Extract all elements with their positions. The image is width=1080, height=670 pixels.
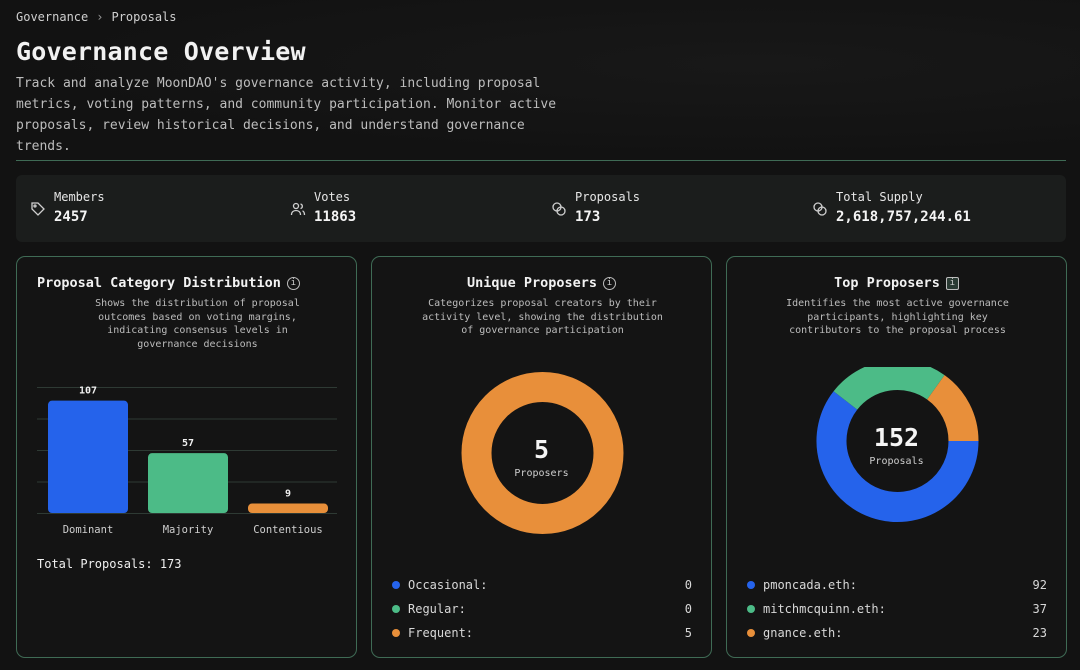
card-title-text: Unique Proposers (466, 275, 598, 291)
stat-proposals: Proposals 173 (551, 189, 640, 227)
top-proposers-donut: 152 Proposals (727, 360, 1066, 557)
donut-center: 152 Proposals (727, 423, 1066, 467)
stat-label: Proposals (575, 190, 641, 204)
legend-item: Occasional: 0 (392, 573, 692, 597)
donut-center-label: Proposers (514, 468, 569, 479)
info-icon[interactable]: i (945, 276, 959, 290)
legend-value: 37 (1032, 602, 1047, 616)
stat-members: Members 2457 (30, 189, 105, 227)
legend-label: Regular: (408, 602, 466, 616)
card-title-text: Proposal Category Distribution (37, 275, 281, 291)
legend-dot-icon (392, 629, 400, 637)
bar-majority (148, 453, 228, 513)
legend-dot-icon (747, 605, 755, 613)
legend-dot-icon (392, 605, 400, 613)
donut-center-label: Proposals (869, 456, 924, 467)
category-label: Dominant (63, 524, 114, 536)
stat-total-supply: Total Supply 2,618,757,244.61 (812, 189, 971, 227)
legend-value: 0 (684, 602, 692, 616)
top-proposers-card: Top Proposers i Identifies the most acti… (726, 256, 1067, 658)
coins-icon (813, 202, 827, 216)
legend-item: mitchmcquinn.eth: 37 (747, 597, 1047, 621)
tag-icon (31, 202, 45, 216)
users-icon (290, 202, 306, 216)
legend-dot-icon (747, 629, 755, 637)
donut-chart (816, 360, 979, 522)
card-title: Top Proposers i (727, 275, 1066, 291)
legend-dot-icon (392, 581, 400, 589)
legend-value: 92 (1032, 578, 1047, 592)
card-description: Shows the distribution of proposal outco… (95, 298, 300, 350)
breadcrumb: Governance › Proposals (16, 10, 177, 24)
slice-pmoncada-eth (816, 391, 979, 522)
legend-item: Frequent: 5 (392, 621, 692, 645)
info-icon[interactable]: i (603, 276, 617, 290)
card-title: Proposal Category Distribution i (37, 275, 300, 291)
stat-value: 173 (575, 209, 601, 225)
bar-contentious (248, 503, 328, 513)
stat-votes: Votes 11863 (290, 189, 356, 227)
coins-icon (552, 202, 566, 216)
category-label: Contentious (253, 524, 323, 536)
card-title-text: Top Proposers (834, 275, 940, 291)
slice-frequent (461, 372, 624, 534)
card-description: Identifies the most active governance pa… (786, 298, 1009, 336)
stat-value: 2,618,757,244.61 (836, 209, 971, 225)
stat-label: Total Supply (836, 190, 923, 204)
donut-center: 5 Proposers (372, 435, 711, 479)
stat-value: 11863 (314, 209, 357, 225)
card-description: Categorizes proposal creators by their a… (422, 298, 663, 336)
chevron-right-icon: › (96, 10, 104, 24)
data-label: 9 (285, 489, 291, 500)
donut-center-value: 5 (533, 435, 550, 464)
data-label: 107 (79, 386, 97, 397)
unique-proposers-donut: 5 Proposers (372, 367, 711, 557)
stat-label: Votes (314, 190, 351, 204)
bar-dominant (48, 400, 128, 513)
legend-label: pmoncada.eth: (763, 578, 857, 592)
slice-mitchmcquinn-eth (833, 360, 945, 411)
data-label: 57 (182, 438, 194, 449)
slice-gnance-eth (926, 375, 979, 442)
legend: Occasional: 0 Regular: 0 Frequent: 5 (392, 573, 692, 645)
category-bar-chart: 107 Dominant 57 Majority 9 Contentious (37, 386, 337, 536)
stat-value: 2457 (54, 209, 88, 225)
legend-item: pmoncada.eth: 92 (747, 573, 1047, 597)
page-description: Track and analyze MoonDAO's governance a… (16, 76, 557, 154)
legend-label: Frequent: (408, 626, 474, 640)
unique-proposers-card: Unique Proposers i Categorizes proposal … (371, 256, 712, 658)
legend-value: 0 (684, 578, 692, 592)
legend-label: mitchmcquinn.eth: (763, 602, 886, 616)
stat-label: Members (54, 190, 105, 204)
legend-item: gnance.eth: 23 (747, 621, 1047, 645)
total-proposals: Total Proposals: 173 (37, 557, 182, 571)
category-distribution-card: Proposal Category Distribution i Shows t… (16, 256, 357, 658)
donut-center-value: 152 (873, 423, 920, 452)
legend-label: gnance.eth: (763, 626, 843, 640)
legend: pmoncada.eth: 92 mitchmcquinn.eth: 37 gn… (747, 573, 1047, 645)
legend-value: 5 (684, 626, 692, 640)
legend-label: Occasional: (408, 578, 488, 592)
header-divider (16, 160, 1066, 161)
breadcrumb-proposals[interactable]: Proposals (111, 10, 177, 24)
category-label: Majority (163, 524, 214, 536)
stats-bar: Members 2457 Votes 11863 Proposals 173 T… (16, 175, 1066, 242)
card-title: Unique Proposers i (372, 275, 711, 291)
legend-dot-icon (747, 581, 755, 589)
legend-value: 23 (1032, 626, 1047, 640)
donut-chart (461, 372, 624, 534)
legend-item: Regular: 0 (392, 597, 692, 621)
page-header (0, 0, 1080, 160)
breadcrumb-governance[interactable]: Governance (16, 10, 89, 24)
info-icon[interactable]: i (286, 276, 300, 290)
page-title: Governance Overview (16, 37, 306, 66)
